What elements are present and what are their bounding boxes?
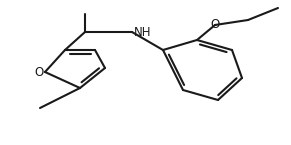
Text: O: O <box>210 19 220 31</box>
Text: O: O <box>35 66 44 78</box>
Text: NH: NH <box>134 26 152 39</box>
